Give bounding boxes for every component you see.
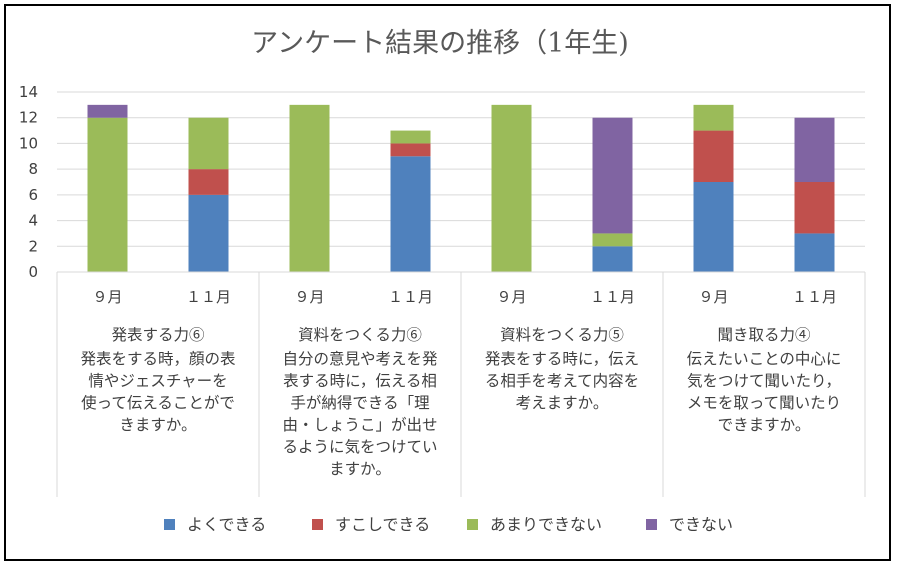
group-description-line: 発表をする時，顔の表 xyxy=(80,350,235,368)
y-tick-label: 0 xyxy=(28,263,38,281)
bar-segment xyxy=(592,117,633,234)
group-description-line: 発表をする時に，伝え xyxy=(485,350,639,368)
legend: よくできる すこしできる あまりできない できない xyxy=(164,515,733,534)
group-name: 発表する力⑥ xyxy=(111,326,204,344)
chart-title: アンケート結果の推移（1年生) xyxy=(251,28,629,59)
y-tick-label: 14 xyxy=(19,83,38,101)
bar-segment xyxy=(188,169,229,195)
y-tick-label: 12 xyxy=(19,109,38,127)
group-description-line: メモを取って聞いたり xyxy=(687,394,841,412)
x-category-label: ９月 xyxy=(294,288,324,306)
y-axis-ticks: 0 2 4 6 8 10 12 14 xyxy=(19,83,38,281)
group-description-line: ますか。 xyxy=(329,460,391,478)
group-description-line: 伝えたいことの中心に xyxy=(687,350,842,368)
legend-swatch xyxy=(312,519,323,530)
legend-label: すこしできる xyxy=(335,515,430,534)
group-description-line: 使って伝えることがで xyxy=(81,394,235,412)
bar-segment xyxy=(390,156,431,272)
group-description-line: るように気をつけてい xyxy=(282,438,437,456)
legend-label: できない xyxy=(669,515,733,534)
x-category-label: １１月 xyxy=(388,288,433,306)
legend-swatch xyxy=(164,519,175,530)
group-name: 資料をつくる力⑤ xyxy=(500,326,624,344)
bar-segment xyxy=(390,143,431,157)
y-tick-label: 2 xyxy=(28,237,38,255)
bar-segment xyxy=(188,117,229,170)
bar-segment xyxy=(794,117,835,182)
x-category-label: ９月 xyxy=(698,288,728,306)
group-description-line: る相手を考えて内容を xyxy=(485,372,639,390)
bar-segment xyxy=(693,104,734,131)
y-tick-label: 6 xyxy=(28,186,38,204)
y-tick-label: 4 xyxy=(28,212,38,230)
bar-segment xyxy=(87,104,128,118)
group-description-line: 手が納得できる「理 xyxy=(290,394,429,412)
x-category-label: ９月 xyxy=(92,288,122,306)
group-description-line: できますか。 xyxy=(718,416,811,434)
x-category-label: ９月 xyxy=(496,288,526,306)
bar-segment xyxy=(794,182,835,234)
y-tick-label: 10 xyxy=(19,134,38,152)
bar-segment xyxy=(87,117,128,272)
bars xyxy=(87,104,835,272)
group-name: 聞き取る力④ xyxy=(717,326,810,344)
bar-segment xyxy=(794,233,835,272)
legend-swatch xyxy=(467,519,478,530)
group-description-line: 考えますか。 xyxy=(516,394,609,412)
bar-segment xyxy=(592,246,633,272)
group-description-line: 気をつけて聞いたり， xyxy=(687,372,841,390)
group-description-line: 情やジェスチャーを xyxy=(88,372,227,390)
group-description-line: きますか。 xyxy=(119,416,196,434)
x-category-label: １１月 xyxy=(186,288,231,306)
gridlines xyxy=(57,91,865,273)
bar-segment xyxy=(592,233,633,247)
bar-segment xyxy=(693,182,734,272)
bar-segment xyxy=(188,194,229,272)
chart-frame xyxy=(4,4,891,561)
group-description-line: 自分の意見や考えを発 xyxy=(282,349,438,368)
legend-label: よくできる xyxy=(187,515,266,534)
bar-segment xyxy=(390,130,431,144)
legend-swatch xyxy=(646,519,657,530)
y-tick-label: 8 xyxy=(28,160,38,178)
bar-segment xyxy=(491,104,532,272)
group-name: 資料をつくる力⑥ xyxy=(298,326,422,344)
group-description-line: 表する時に，伝える相 xyxy=(283,372,437,390)
x-category-label: １１月 xyxy=(792,288,837,306)
bar-segment xyxy=(289,104,330,272)
x-category-label: １１月 xyxy=(590,288,635,306)
legend-label: あまりできない xyxy=(490,515,602,534)
group-description-line: 由・しょうこ」が出せ xyxy=(282,416,437,434)
bar-segment xyxy=(693,130,734,182)
